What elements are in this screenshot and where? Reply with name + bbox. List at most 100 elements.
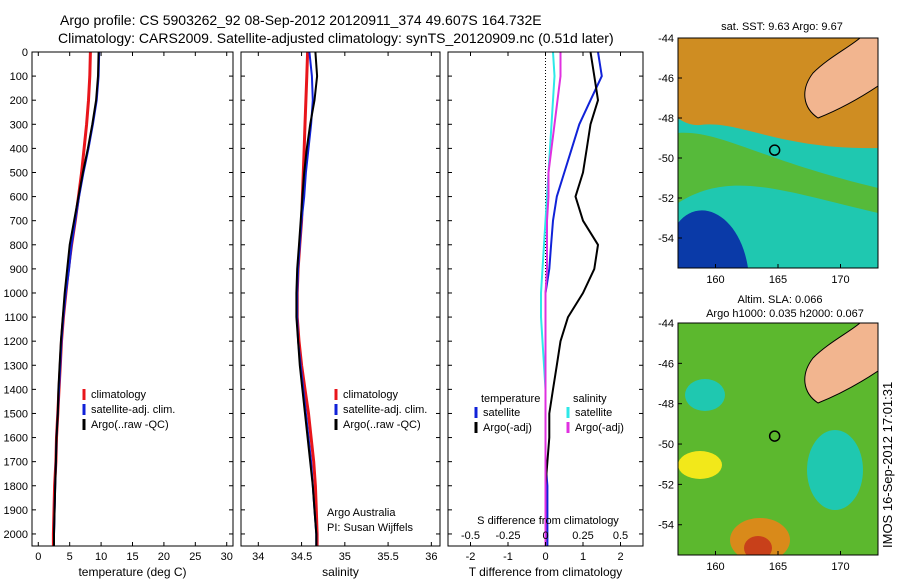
plot-layer: 0100200300400500600700800900100011001200… bbox=[4, 47, 644, 579]
depth-tick-label: 1600 bbox=[4, 433, 28, 445]
legend-group-title: salinity bbox=[573, 393, 607, 405]
depth-tick-label: 500 bbox=[10, 167, 28, 179]
depth-tick-label: 1500 bbox=[4, 408, 28, 420]
x-tick-label: 10 bbox=[95, 551, 107, 563]
sla-map-panel: -44 -46 -48 -50 -52 -54 160 165 170 Altim. SLA: 0… bbox=[658, 294, 879, 573]
depth-tick-label: 800 bbox=[10, 240, 28, 252]
y-tick-label: -46 bbox=[658, 358, 674, 370]
x-tick-label: 1 bbox=[580, 551, 586, 563]
series-line-s-argo-adj- bbox=[544, 52, 562, 546]
land-new-zealand bbox=[804, 38, 878, 119]
x-tick-label: 160 bbox=[706, 274, 724, 286]
top-tick-label: 0 bbox=[542, 530, 548, 542]
x-tick-label: 20 bbox=[158, 551, 170, 563]
legend-label: Argo(..raw -QC) bbox=[343, 419, 421, 431]
legend-label: climatology bbox=[91, 389, 147, 401]
map-layer: -44 -46 -48 -50 -52 -54 160 165 170 sat. SST: 9.6… bbox=[658, 21, 879, 573]
legend-group-title: temperature bbox=[481, 393, 540, 405]
map-title: sat. SST: 9.63 Argo: 9.67 bbox=[721, 21, 843, 33]
y-tick-label: -54 bbox=[658, 233, 674, 245]
x-tick-label: 35.5 bbox=[377, 551, 398, 563]
legend-label: satellite bbox=[483, 407, 520, 419]
depth-tick-label: 200 bbox=[10, 95, 28, 107]
map-field bbox=[678, 323, 878, 555]
sla-low bbox=[685, 379, 725, 411]
depth-tick-label: 600 bbox=[10, 192, 28, 204]
x-tick-label: 170 bbox=[831, 561, 849, 573]
legend-label: Argo(-adj) bbox=[483, 422, 532, 434]
depth-tick-label: 400 bbox=[10, 143, 28, 155]
map-title: Altim. SLA: 0.066 bbox=[738, 294, 823, 306]
figure-title-line1: Argo profile: CS 5903262_92 08-Sep-2012 … bbox=[60, 12, 542, 28]
y-tick-label: -44 bbox=[658, 318, 674, 330]
x-tick-label: 30 bbox=[221, 551, 233, 563]
legend-label: satellite bbox=[575, 407, 612, 419]
temperature-profile-panel: 0100200300400500600700800900100011001200… bbox=[4, 47, 234, 579]
map-field bbox=[678, 38, 878, 268]
side-stamp: IMOS 16-Sep-2012 17:01:31 bbox=[880, 382, 895, 548]
depth-tick-label: 1000 bbox=[4, 288, 28, 300]
depth-tick-label: 1400 bbox=[4, 384, 28, 396]
x-tick-label: 36 bbox=[425, 551, 437, 563]
float-marker bbox=[768, 144, 781, 156]
depth-tick-label: 100 bbox=[10, 71, 28, 83]
legend-label: climatology bbox=[343, 389, 399, 401]
top-tick-label: -0.5 bbox=[461, 530, 480, 542]
difference-profile-panel: -2 -1 0 1 2 T difference from climatology temp… bbox=[447, 51, 644, 579]
x-tick-label: 15 bbox=[126, 551, 138, 563]
cold-water bbox=[678, 210, 748, 268]
sla-low bbox=[807, 430, 863, 510]
depth-tick-label: 300 bbox=[10, 119, 28, 131]
top-tick-label: 0.25 bbox=[572, 530, 593, 542]
y-tick-label: -48 bbox=[658, 113, 674, 125]
sla-high bbox=[678, 451, 722, 479]
x-tick-label: 170 bbox=[831, 274, 849, 286]
front-band bbox=[678, 132, 878, 213]
depth-tick-label: 700 bbox=[10, 216, 28, 228]
series-line-s-satellite bbox=[540, 51, 556, 546]
top-tick-label: -0.25 bbox=[495, 530, 520, 542]
legend-label: satellite-adj. clim. bbox=[91, 404, 175, 416]
x-axis-label: salinity bbox=[322, 565, 359, 579]
y-tick-label: -48 bbox=[658, 399, 674, 411]
figure-title-line2: Climatology: CARS2009. Satellite-adjuste… bbox=[58, 30, 614, 46]
legend-label: Argo(-adj) bbox=[575, 422, 624, 434]
x-tick-label: 2 bbox=[617, 551, 623, 563]
axes-frame bbox=[31, 51, 234, 547]
top-tick-label: 0.5 bbox=[613, 530, 628, 542]
x-tick-label: 0 bbox=[542, 551, 548, 563]
float-marker bbox=[768, 430, 781, 442]
depth-tick-label: 1700 bbox=[4, 457, 28, 469]
depth-tick-label: 1300 bbox=[4, 360, 28, 372]
depth-tick-label: 1100 bbox=[4, 312, 28, 324]
y-tick-label: -50 bbox=[658, 153, 674, 165]
depth-tick-label: 2000 bbox=[4, 529, 28, 541]
y-tick-label: -46 bbox=[658, 73, 674, 85]
y-tick-label: -50 bbox=[658, 439, 674, 451]
legend-label: Argo(..raw -QC) bbox=[91, 419, 169, 431]
axes-frame bbox=[240, 51, 441, 547]
x-axis-label: temperature (deg C) bbox=[78, 565, 186, 579]
top-axis-label: S difference from climatology bbox=[477, 515, 619, 527]
x-tick-label: 35 bbox=[339, 551, 351, 563]
series-line-argo-raw-qc- bbox=[53, 51, 100, 546]
depth-tick-label: 1800 bbox=[4, 481, 28, 493]
salinity-profile-panel: 34 34.5 35 35.5 36 salinity climatology satelli… bbox=[240, 51, 441, 579]
annotation-text: PI: Susan Wijffels bbox=[327, 522, 413, 534]
x-tick-label: 34 bbox=[252, 551, 264, 563]
annotation-text: Argo Australia bbox=[327, 507, 396, 519]
series-line-argo-raw-qc- bbox=[295, 51, 319, 546]
sst-map-panel: -44 -46 -48 -50 -52 -54 160 165 170 sat. SST: 9.6… bbox=[658, 21, 879, 286]
x-tick-label: 0 bbox=[35, 551, 41, 563]
x-tick-label: 160 bbox=[706, 561, 724, 573]
depth-tick-label: 1200 bbox=[4, 336, 28, 348]
land-new-zealand bbox=[804, 323, 878, 404]
y-tick-label: -52 bbox=[658, 193, 674, 205]
depth-tick-label: 1900 bbox=[4, 505, 28, 517]
x-axis-label: T difference from climatology bbox=[469, 565, 623, 579]
x-tick-label: 5 bbox=[67, 551, 73, 563]
map-subtitle: Argo h1000: 0.035 h2000: 0.067 bbox=[706, 308, 864, 320]
x-tick-label: -1 bbox=[503, 551, 513, 563]
legend-label: satellite-adj. clim. bbox=[343, 404, 427, 416]
